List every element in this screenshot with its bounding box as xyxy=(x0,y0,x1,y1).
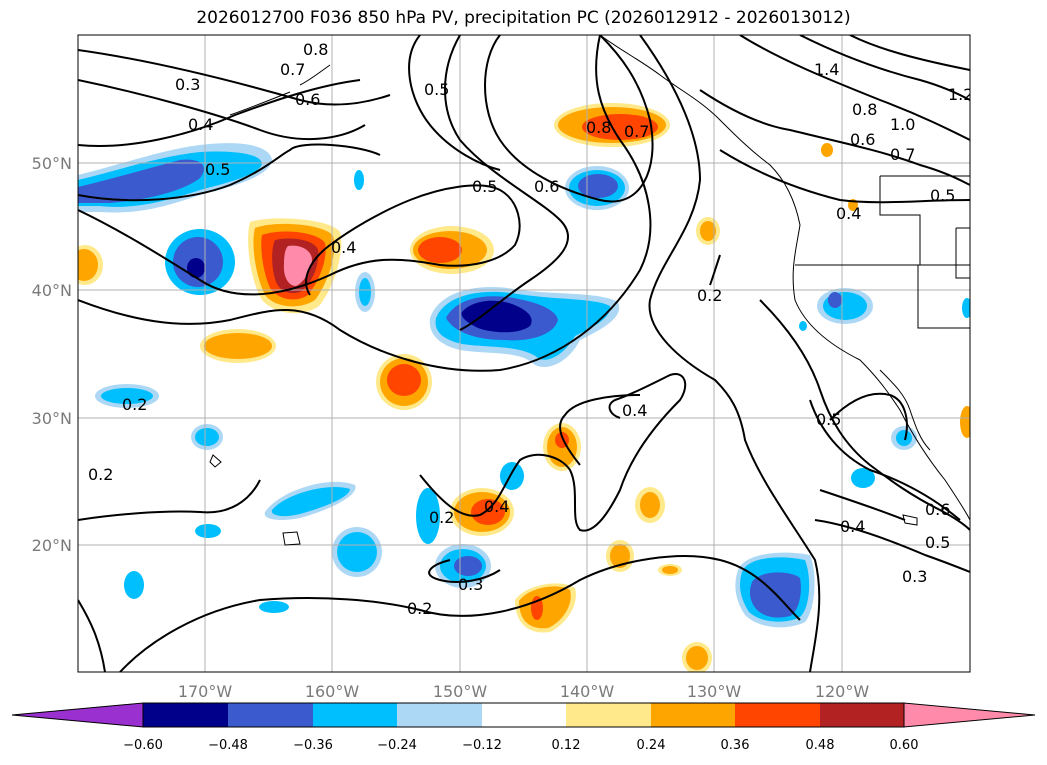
contour-label: 0.5 xyxy=(925,533,950,552)
colorbar-tick: 0.60 xyxy=(890,738,919,753)
contour-label: 0.4 xyxy=(622,401,647,420)
colorbar-tick: 0.12 xyxy=(552,738,581,753)
contour-label: 0.2 xyxy=(697,286,722,305)
colorbar-tick: −0.48 xyxy=(208,738,248,753)
contour-label: 0.3 xyxy=(458,575,483,594)
negative-anomaly-147w xyxy=(429,287,620,368)
contour-label: 0.5 xyxy=(472,177,497,196)
coastlines xyxy=(209,35,970,546)
graticule xyxy=(78,35,970,672)
contour-label: 0.7 xyxy=(624,122,649,141)
colorbar-seg-n048 xyxy=(228,703,313,727)
negative-anomaly-168w xyxy=(165,229,235,295)
colorbar-tick: 0.36 xyxy=(721,738,750,753)
contour-label: 0.5 xyxy=(816,410,841,429)
colorbar-tick: −0.60 xyxy=(123,738,163,753)
lon-label-120w: 120°W xyxy=(815,682,870,701)
negative-anomaly-north-pacific xyxy=(78,143,272,213)
colorbar-extend-max xyxy=(903,702,1036,728)
lon-labels: 170°W 160°W 150°W 140°W 130°W 120°W xyxy=(178,682,870,701)
contour-labels: 0.8 0.7 0.6 0.3 0.4 0.5 0.5 1.4 1.2 0.8 … xyxy=(88,40,973,618)
contour-label: 0.2 xyxy=(122,395,147,414)
colorbar: −0.60 −0.48 −0.36 −0.24 −0.12 0.12 0.24 … xyxy=(11,702,1036,753)
colorbar-tick: 0.24 xyxy=(637,738,666,753)
colorbar-tick: −0.36 xyxy=(293,738,333,753)
contour-label: 0.7 xyxy=(280,60,305,79)
colorbar-seg-p036 xyxy=(735,703,820,727)
contour-label: 0.3 xyxy=(902,567,927,586)
lat-label-40n: 40°N xyxy=(32,281,72,300)
colorbar-frame xyxy=(142,702,905,728)
colorbar-tick: 0.48 xyxy=(806,738,835,753)
contour-label: 0.6 xyxy=(534,177,559,196)
colorbar-seg-zero xyxy=(482,703,566,727)
colorbar-seg-p012 xyxy=(566,703,651,727)
lon-label-150w: 150°W xyxy=(433,682,488,701)
colorbar-seg-n036 xyxy=(313,703,397,727)
positive-anomaly-153w xyxy=(410,226,494,274)
contour-label: 0.7 xyxy=(890,145,915,164)
negative-anomaly-123w xyxy=(735,552,815,628)
lon-label-170w: 170°W xyxy=(178,682,233,701)
contour-label: 0.2 xyxy=(407,599,432,618)
contour-label: 0.3 xyxy=(175,75,200,94)
contour-label: 0.8 xyxy=(586,118,611,137)
lat-label-30n: 30°N xyxy=(32,409,72,428)
contour-label: 0.6 xyxy=(850,130,875,149)
lon-label-130w: 130°W xyxy=(687,682,742,701)
colorbar-extend-min xyxy=(11,702,144,728)
lon-label-160w: 160°W xyxy=(305,682,360,701)
contour-label: 0.5 xyxy=(205,160,230,179)
contour-label: 0.4 xyxy=(188,115,213,134)
contour-label: 0.5 xyxy=(930,186,955,205)
colorbar-seg-p048 xyxy=(820,703,904,727)
contour-label: 0.6 xyxy=(295,90,320,109)
colorbar-tick: −0.24 xyxy=(377,738,417,753)
colorbar-tick: −0.12 xyxy=(462,738,502,753)
contour-label: 1.2 xyxy=(948,85,973,104)
lat-label-20n: 20°N xyxy=(32,536,72,555)
contour-label: 1.4 xyxy=(814,60,839,79)
pv-contours xyxy=(78,35,970,672)
colorbar-seg-n024 xyxy=(397,703,482,727)
contour-label: 0.4 xyxy=(840,517,865,536)
contour-label: 0.2 xyxy=(88,465,113,484)
contour-label: 0.8 xyxy=(303,40,328,59)
lat-label-50n: 50°N xyxy=(32,154,72,173)
lat-labels: 50°N 40°N 30°N 20°N xyxy=(32,154,72,555)
contour-label: 0.8 xyxy=(852,100,877,119)
map-frame xyxy=(77,34,971,673)
contour-label: 0.4 xyxy=(836,204,861,223)
contour-label: 1.0 xyxy=(890,115,915,134)
plot-title: 2026012700 F036 850 hPa PV, precipitatio… xyxy=(196,8,851,28)
contour-label: 0.4 xyxy=(484,497,509,516)
contour-label: 0.6 xyxy=(925,500,950,519)
colorbar-seg-n060 xyxy=(143,703,228,727)
contour-label: 0.2 xyxy=(429,508,454,527)
colorbar-seg-p024 xyxy=(651,703,735,727)
lon-label-140w: 140°W xyxy=(560,682,615,701)
contour-label: 0.4 xyxy=(331,238,356,257)
contour-label: 0.5 xyxy=(424,80,449,99)
